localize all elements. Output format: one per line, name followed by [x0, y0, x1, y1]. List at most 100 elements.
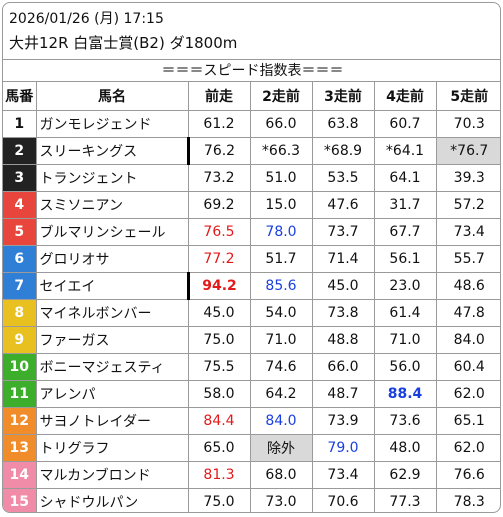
- 2-races-ago-index: 66.0: [249, 110, 313, 138]
- 4-races-ago-index: 64.1: [373, 164, 437, 192]
- horse-name: ボニーマジェスティ: [35, 353, 189, 381]
- col-header-5-races-ago: 5走前: [435, 82, 500, 111]
- 2-races-ago-index: 74.6: [249, 353, 313, 381]
- 2-races-ago-index: 84.0: [249, 407, 313, 435]
- 2-races-ago-index: 除外: [249, 434, 313, 462]
- 5-races-ago-index: 47.8: [435, 299, 500, 327]
- col-header-4-races-ago: 4走前: [373, 82, 437, 111]
- 2-races-ago-index: 85.6: [249, 272, 313, 300]
- col-header-number: 馬番: [3, 82, 37, 111]
- 4-races-ago-index: 73.6: [373, 407, 437, 435]
- 4-races-ago-index: 60.7: [373, 110, 437, 138]
- horse-name: マイネルボンバー: [35, 299, 189, 327]
- 5-races-ago-index: 65.1: [435, 407, 500, 435]
- 3-races-ago-index: 66.0: [311, 353, 375, 381]
- 3-races-ago-index: 53.5: [311, 164, 375, 192]
- last-race-index: 77.2: [187, 245, 251, 273]
- 3-races-ago-index: 73.8: [311, 299, 375, 327]
- 3-races-ago-index: *68.9: [311, 137, 375, 165]
- 4-races-ago-index: 88.4: [373, 380, 437, 408]
- last-race-index: 61.2: [187, 110, 251, 138]
- last-race-index: 75.0: [187, 326, 251, 354]
- 4-races-ago-index: 61.4: [373, 299, 437, 327]
- 2-races-ago-index: *66.3: [249, 137, 313, 165]
- last-race-index: 58.0: [187, 380, 251, 408]
- last-race-index: 84.4: [187, 407, 251, 435]
- table-row: 9 ファーガス 75.0 71.0 48.8 71.0 84.0: [3, 326, 500, 354]
- horse-name: トランジェント: [35, 164, 189, 192]
- last-race-index: 65.0: [187, 434, 251, 462]
- 3-races-ago-index: 47.6: [311, 191, 375, 219]
- 2-races-ago-index: 73.0: [249, 488, 313, 512]
- 4-races-ago-index: 71.0: [373, 326, 437, 354]
- table-title: ＝＝＝スピード指数表＝＝＝: [3, 59, 500, 82]
- horse-name: サヨノトレイダー: [35, 407, 189, 435]
- horse-number: 4: [3, 191, 37, 219]
- table-row: 12 サヨノトレイダー 84.4 84.0 73.9 73.6 65.1: [3, 407, 500, 435]
- table-row: 3 トランジェント 73.2 51.0 53.5 64.1 39.3: [3, 164, 500, 192]
- 4-races-ago-index: 48.0: [373, 434, 437, 462]
- 4-races-ago-index: 77.3: [373, 488, 437, 512]
- race-name: 大井12R 白富士賞(B2) ダ1800m: [9, 34, 238, 52]
- horse-number: 7: [3, 272, 37, 300]
- 2-races-ago-index: 71.0: [249, 326, 313, 354]
- horse-number: 6: [3, 245, 37, 273]
- 5-races-ago-index: 76.6: [435, 461, 500, 489]
- table-row: 6 グロリオサ 77.2 51.7 71.4 56.1 55.7: [3, 245, 500, 273]
- 5-races-ago-index: 62.0: [435, 380, 500, 408]
- table-row: 13 トリグラフ 65.0 除外 79.0 48.0 62.0: [3, 434, 500, 462]
- horse-name: アレンパ: [35, 380, 189, 408]
- last-race-index: 76.5: [187, 218, 251, 246]
- horse-name: マルカンブロンド: [35, 461, 189, 489]
- 3-races-ago-index: 45.0: [311, 272, 375, 300]
- horse-number: 10: [3, 353, 37, 381]
- last-race-index: 75.0: [187, 488, 251, 512]
- horse-number: 14: [3, 461, 37, 489]
- 5-races-ago-index: 73.4: [435, 218, 500, 246]
- 5-races-ago-index: 55.7: [435, 245, 500, 273]
- horse-name: スミソニアン: [35, 191, 189, 219]
- table-row: 8 マイネルボンバー 45.0 54.0 73.8 61.4 47.8: [3, 299, 500, 327]
- horse-name: トリグラフ: [35, 434, 189, 462]
- 2-races-ago-index: 68.0: [249, 461, 313, 489]
- 5-races-ago-index: *76.7: [435, 137, 500, 165]
- horse-number: 13: [3, 434, 37, 462]
- col-header-last-race: 前走: [187, 82, 251, 111]
- header-row: 馬番 馬名 前走 2走前 3走前 4走前 5走前: [3, 82, 500, 111]
- col-header-2-races-ago: 2走前: [249, 82, 313, 111]
- 2-races-ago-index: 15.0: [249, 191, 313, 219]
- last-race-index: 81.3: [187, 461, 251, 489]
- 4-races-ago-index: 31.7: [373, 191, 437, 219]
- horse-name: シャドウルパン: [35, 488, 189, 512]
- 4-races-ago-index: 62.9: [373, 461, 437, 489]
- 4-races-ago-index: 23.0: [373, 272, 437, 300]
- 3-races-ago-index: 73.4: [311, 461, 375, 489]
- speed-index-table: 馬番 馬名 前走 2走前 3走前 4走前 5走前 1 ガンモレジェンド 61.2 66…: [3, 82, 500, 512]
- 3-races-ago-index: 70.6: [311, 488, 375, 512]
- 4-races-ago-index: *64.1: [373, 137, 437, 165]
- table-row: 4 スミソニアン 69.2 15.0 47.6 31.7 57.2: [3, 191, 500, 219]
- horse-name: スリーキングス: [35, 137, 190, 165]
- horse-name: ファーガス: [35, 326, 189, 354]
- 5-races-ago-index: 78.3: [435, 488, 500, 512]
- 2-races-ago-index: 51.7: [249, 245, 313, 273]
- race-datetime: 2026/01/26 (月) 17:15: [9, 11, 164, 27]
- 4-races-ago-index: 56.0: [373, 353, 437, 381]
- last-race-index: 94.2: [187, 272, 251, 300]
- horse-number: 12: [3, 407, 37, 435]
- 5-races-ago-index: 48.6: [435, 272, 500, 300]
- table-row: 1 ガンモレジェンド 61.2 66.0 63.8 60.7 70.3: [3, 110, 500, 138]
- 3-races-ago-index: 73.9: [311, 407, 375, 435]
- horse-number: 15: [3, 488, 37, 512]
- col-header-3-races-ago: 3走前: [311, 82, 375, 111]
- 2-races-ago-index: 78.0: [249, 218, 313, 246]
- table-row: 2 スリーキングス 76.2 *66.3 *68.9 *64.1 *76.7: [3, 137, 500, 165]
- last-race-index: 45.0: [187, 299, 251, 327]
- last-race-index: 75.5: [187, 353, 251, 381]
- 3-races-ago-index: 48.8: [311, 326, 375, 354]
- 5-races-ago-index: 60.4: [435, 353, 500, 381]
- last-race-index: 69.2: [187, 191, 251, 219]
- table-row: 7 セイエイ 94.2 85.6 45.0 23.0 48.6: [3, 272, 500, 300]
- 4-races-ago-index: 67.7: [373, 218, 437, 246]
